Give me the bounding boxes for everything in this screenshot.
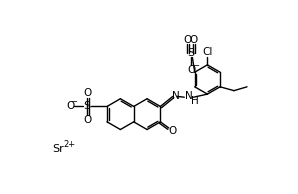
Text: O: O xyxy=(169,126,177,136)
Text: O: O xyxy=(84,114,92,125)
Text: N: N xyxy=(185,91,193,101)
Text: −: − xyxy=(192,61,199,70)
Text: Cl: Cl xyxy=(202,47,212,57)
Text: O: O xyxy=(84,88,92,98)
Text: S: S xyxy=(187,48,194,58)
Text: H: H xyxy=(191,96,199,106)
Text: N: N xyxy=(172,91,180,101)
Text: S: S xyxy=(83,101,91,111)
Text: 2+: 2+ xyxy=(63,140,75,149)
Text: O: O xyxy=(187,65,196,75)
Text: −: − xyxy=(70,97,77,106)
Text: O: O xyxy=(66,101,74,111)
Text: O: O xyxy=(190,35,198,45)
Text: Sr: Sr xyxy=(52,144,63,154)
Text: O: O xyxy=(184,35,192,45)
